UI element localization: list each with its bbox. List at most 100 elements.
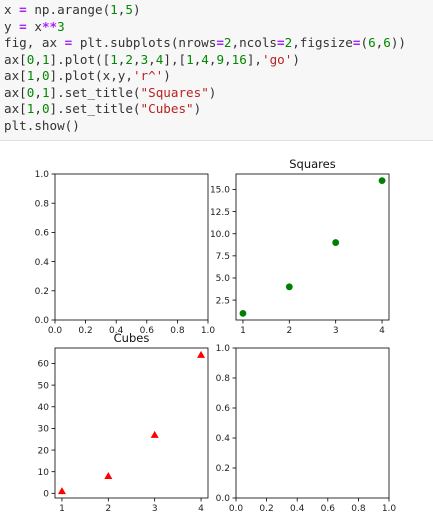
y-tick-label: 1.0: [216, 344, 231, 354]
code-token: ,: [132, 51, 141, 67]
code-token: ): [132, 2, 141, 17]
code-token: =: [216, 35, 224, 50]
code-token: "Cubes": [140, 101, 194, 116]
y-tick-label: 0.6: [216, 404, 231, 414]
code-token: ax[: [4, 84, 27, 100]
code-token: ],[: [163, 51, 187, 67]
code-token: ].set_title(: [49, 84, 141, 100]
code-token: ,: [208, 51, 217, 67]
code-token: ,figsize: [292, 35, 353, 50]
y-tick-label: 40: [38, 403, 50, 413]
y-tick-label: 0.0: [216, 494, 231, 504]
code-token: 6: [383, 35, 391, 50]
code-token: ].plot([: [49, 51, 111, 67]
y-tick-label: 50: [38, 381, 50, 391]
code-token: ,: [34, 84, 42, 100]
code-token: =: [19, 18, 27, 34]
y-tick-label: 0.8: [216, 374, 231, 384]
code-token: fig, ax: [4, 35, 65, 50]
code-token: ,: [117, 2, 126, 17]
code-token: =: [64, 35, 73, 50]
code-token: ].plot(x,y,: [49, 68, 133, 83]
code-cell[interactable]: x = np.arange(1,5) y = x**3 fig, ax = plt.…: [0, 0, 433, 141]
code-token: ].set_title(: [49, 101, 141, 116]
code-token: 9: [216, 51, 225, 67]
data-point-circle: [378, 177, 386, 185]
code-token: 3: [140, 51, 149, 67]
code-token: ],: [246, 51, 263, 67]
y-tick-label: 0.4: [216, 434, 231, 444]
code-line: y = x**3: [4, 19, 433, 36]
code-token: 0: [26, 51, 35, 67]
code-token: ,ncols: [231, 35, 278, 50]
data-point-circle: [332, 239, 340, 246]
code-token: 1: [110, 51, 118, 67]
y-tick-label: 0.0: [35, 316, 50, 326]
axes-frame: [235, 347, 390, 499]
code-token: 16: [231, 51, 247, 67]
code-token: ,: [148, 51, 156, 67]
code-token: 2: [223, 35, 232, 50]
subplot-title: Cubes: [114, 331, 150, 345]
y-tick-label: 1.0: [35, 170, 50, 180]
y-tick-label: 0.4: [35, 258, 50, 268]
y-tick-label: 0.8: [35, 199, 50, 209]
code-token: )): [390, 35, 407, 50]
x-tick-label: 1: [59, 504, 65, 514]
data-point-circle: [285, 283, 293, 291]
y-tick-label: 12.5: [210, 208, 230, 218]
x-tick-label: 0.8: [170, 326, 185, 336]
code-token: 0: [41, 101, 50, 116]
code-token: x: [26, 18, 42, 34]
y-tick-label: 0.2: [35, 287, 49, 297]
x-tick-label: 2: [286, 326, 292, 336]
data-point-triangle: [57, 487, 66, 495]
data-point-triangle: [197, 350, 206, 358]
code-token: plt.show(): [4, 117, 80, 133]
code-line: ax[0,1].plot([1,2,3,4],[1,4,9,16],'go'): [4, 52, 433, 69]
code-token: np.arange(: [26, 2, 111, 17]
code-token: 'go': [262, 51, 293, 67]
x-tick-label: 1: [240, 326, 246, 336]
code-token: ): [208, 84, 217, 100]
code-editor[interactable]: x = np.arange(1,5) y = x**3 fig, ax = plt.…: [0, 0, 433, 134]
x-tick-label: 1.0: [382, 504, 397, 514]
code-token: ,: [375, 35, 384, 50]
code-token: ): [292, 51, 300, 67]
code-token: 1: [26, 68, 35, 83]
code-token: 6: [368, 35, 376, 50]
code-token: ax[: [4, 101, 27, 116]
x-tick-label: 0.6: [321, 504, 336, 514]
code-token: ): [193, 101, 202, 116]
code-token: =: [277, 35, 285, 50]
code-token: 'r^': [132, 68, 164, 83]
code-token: **: [41, 18, 58, 34]
data-point-triangle: [104, 472, 113, 480]
code-token: 2: [125, 51, 133, 67]
code-token: x: [4, 2, 20, 17]
x-tick-label: 0.4: [290, 504, 305, 514]
subplot-top-left: 0.0 0.2 0.4 0.6 0.8 1.0 0.0 0.2 0.4 0.6 0.8 1.0: [35, 170, 216, 336]
code-line: ax[0,1].set_title("Squares"): [4, 85, 433, 102]
code-token: plt.subplots(nrows: [72, 35, 217, 50]
code-token: 2: [284, 35, 293, 50]
x-tick-label: 0.6: [140, 326, 155, 336]
x-tick-label: 3: [152, 504, 158, 514]
axes-frame: [235, 173, 390, 321]
x-tick-label: 1.0: [201, 326, 216, 336]
subplot-title: Squares: [289, 157, 335, 171]
code-token: ax[: [4, 51, 27, 67]
x-tick-label: 0.2: [78, 326, 92, 336]
axes-frame: [54, 347, 209, 499]
code-token: 0: [41, 68, 50, 83]
y-tick-label: 20: [38, 446, 50, 456]
axes-frame: [54, 173, 209, 321]
subplot-top-right: 1 2 3 4 2.5 5.0 7.5 10.0 12.5 15.0 Squares: [210, 157, 390, 336]
y-tick-label: 0.2: [216, 464, 230, 474]
subplot-bottom-right: 0.0 0.2 0.4 0.6 0.8 1.0 0.0 0.2 0.4 0.6 0.8 1.0: [216, 344, 397, 514]
code-line: ax[1,0].set_title("Cubes"): [4, 101, 433, 118]
y-tick-label: 15.0: [210, 186, 230, 196]
code-token: ): [163, 68, 171, 83]
code-token: ,: [34, 68, 42, 83]
data-point-triangle: [150, 430, 159, 438]
